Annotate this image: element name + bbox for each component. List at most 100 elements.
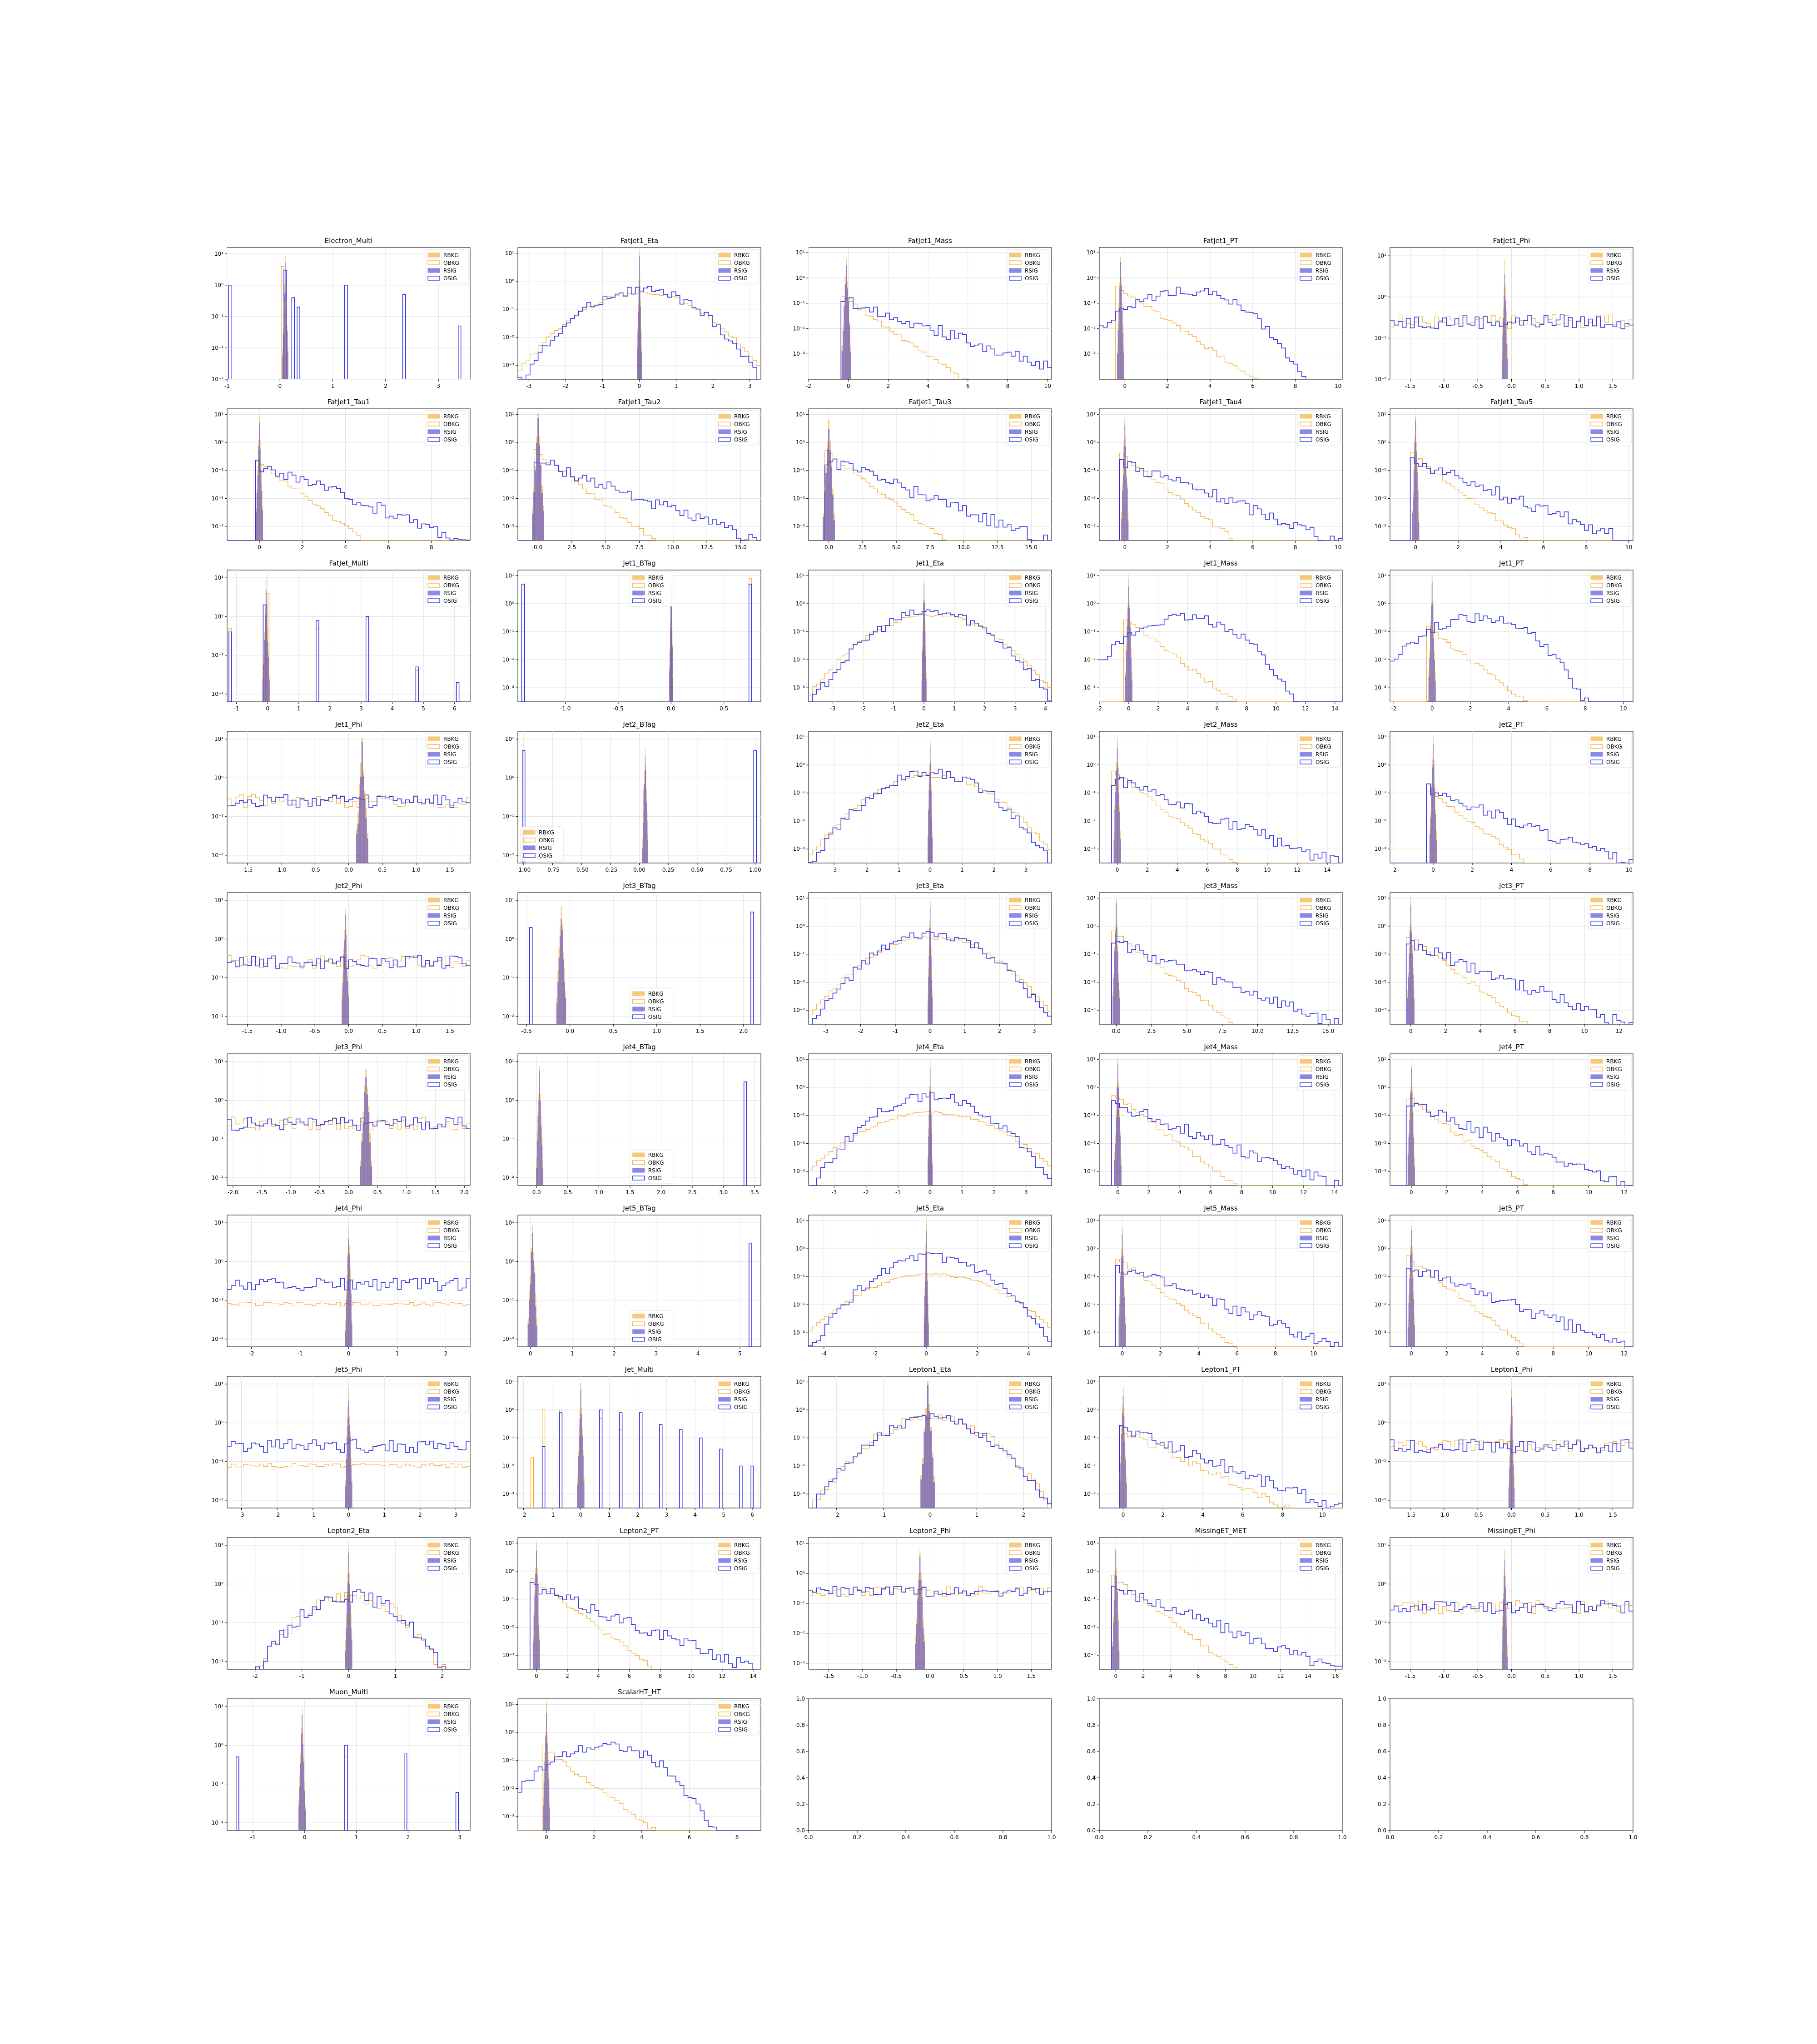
legend-swatch-rsig — [1590, 1558, 1603, 1563]
legend-swatch-rbkg — [1300, 898, 1312, 903]
subplot-title: Jet1_PT — [1499, 559, 1524, 568]
x-tick-label: 1 — [960, 1189, 964, 1196]
y-tick-label: 10⁻² — [212, 1497, 224, 1503]
x-tick-label: 2 — [1162, 1512, 1165, 1518]
x-tick-label: 4 — [344, 544, 348, 551]
legend-label-rbkg: RBKG — [1025, 736, 1040, 742]
legend-box — [1297, 894, 1341, 929]
x-tick-label: 0 — [1409, 1028, 1413, 1034]
rsig-bar — [542, 1167, 544, 1186]
y-tick-label: 10⁻¹ — [502, 814, 515, 820]
legend-label-rsig: RSIG — [1316, 268, 1329, 274]
x-tick-label: -4 — [821, 1350, 827, 1357]
rsig-bar — [365, 818, 367, 863]
legend-swatch-osig — [632, 1014, 645, 1019]
y-tick-label: 10⁻² — [1375, 1140, 1387, 1146]
x-tick-label: 0.8 — [1580, 1834, 1589, 1841]
plot-area — [1099, 1548, 1342, 1669]
rsig-bar — [345, 1486, 346, 1508]
legend-swatch-rbkg — [632, 991, 645, 996]
rsig-bar — [268, 657, 269, 702]
x-tick-label: -0.5 — [1472, 1673, 1483, 1679]
legend-swatch-rbkg — [632, 575, 645, 580]
legend-label-rbkg: RBKG — [443, 1220, 459, 1226]
legend-label-rbkg: RBKG — [1316, 413, 1331, 420]
legend-box — [1006, 249, 1050, 284]
y-tick-label: 10¹ — [214, 1381, 223, 1387]
rsig-bar — [345, 1331, 346, 1347]
legend-swatch-rsig — [1300, 1397, 1312, 1402]
x-tick-label: 0.5 — [609, 1028, 618, 1034]
plot-area — [227, 415, 470, 541]
rsig-bar — [304, 1791, 305, 1831]
rsig-bar — [286, 305, 287, 379]
rsig-bar — [1408, 977, 1409, 1024]
y-tick-label: 10⁻¹ — [793, 951, 805, 958]
x-tick-label: 8 — [1548, 1028, 1552, 1034]
y-tick-label: 10⁻³ — [793, 1168, 805, 1175]
rsig-bar — [928, 1136, 929, 1186]
legend-label-obkg: OBKG — [443, 1066, 459, 1072]
y-tick-label: 10⁻¹ — [793, 790, 805, 796]
x-tick-label: 10 — [1625, 544, 1632, 551]
x-tick-label: 4 — [696, 1350, 700, 1357]
rsig-bar — [533, 1616, 535, 1669]
x-tick-label: 6 — [1545, 705, 1549, 712]
legend-swatch-osig — [1009, 598, 1022, 603]
legend-swatch-rsig — [1300, 913, 1312, 918]
subplot-title: Lepton1_Phi — [1491, 1365, 1532, 1374]
y-tick-label: 10⁻¹ — [1375, 951, 1387, 958]
x-tick-label: 0 — [278, 383, 282, 389]
rsig-bar — [640, 306, 641, 379]
legend-label-rsig: RSIG — [734, 1719, 747, 1725]
y-tick-label: 10⁻³ — [1375, 1007, 1387, 1013]
legend-label-osig: OSIG — [443, 1404, 457, 1410]
x-tick-label: 4 — [1479, 1028, 1482, 1034]
legend-swatch-obkg — [427, 1389, 440, 1394]
legend-swatch-rbkg — [1590, 898, 1603, 903]
legend-swatch-osig — [1590, 1566, 1603, 1571]
legend-box — [715, 410, 760, 446]
legend-swatch-osig — [427, 1243, 440, 1248]
rsig-bar — [1119, 1117, 1120, 1186]
y-tick-label: 10⁻³ — [793, 523, 805, 530]
plot-area — [1099, 578, 1342, 702]
y-tick-label: 10⁰ — [505, 936, 514, 942]
y-tick-label: 10⁻² — [1375, 656, 1387, 663]
rsig-bar — [928, 1411, 930, 1508]
legend-swatch-rbkg — [1009, 1059, 1022, 1064]
y-tick-label: 10¹ — [1377, 572, 1386, 579]
x-tick-label: 10 — [1319, 1512, 1326, 1518]
legend-swatch-rsig — [427, 913, 440, 918]
rsig-bar — [670, 588, 672, 702]
legend-swatch-rbkg — [427, 1220, 440, 1225]
legend-label-rsig: RSIG — [1606, 1558, 1619, 1564]
legend-swatch-osig — [1300, 921, 1312, 926]
x-tick-label: 1.0 — [595, 1189, 603, 1196]
y-tick-label: 10⁻¹ — [793, 1112, 805, 1119]
legend-swatch-osig — [1300, 1404, 1312, 1409]
legend-swatch-obkg — [1009, 1550, 1022, 1555]
y-tick-label: 10⁻¹ — [212, 1297, 224, 1304]
legend-swatch-obkg — [632, 1160, 645, 1165]
y-tick-label: 10⁰ — [214, 282, 223, 288]
y-tick-label: 10⁰ — [1087, 1245, 1096, 1252]
rsig-bar — [531, 1252, 532, 1347]
plot-area — [1390, 260, 1633, 379]
x-tick-label: 8 — [1274, 1350, 1277, 1357]
plot-area — [522, 746, 757, 863]
legend-label-rbkg: RBKG — [443, 1381, 459, 1387]
rsig-bar — [1413, 1299, 1415, 1347]
legend-swatch-osig — [718, 1727, 731, 1732]
x-tick-label: -2 — [521, 1512, 526, 1518]
legend-box — [1006, 410, 1050, 446]
x-tick-label: 4 — [1186, 705, 1190, 712]
y-tick-label: 10¹ — [505, 897, 514, 903]
